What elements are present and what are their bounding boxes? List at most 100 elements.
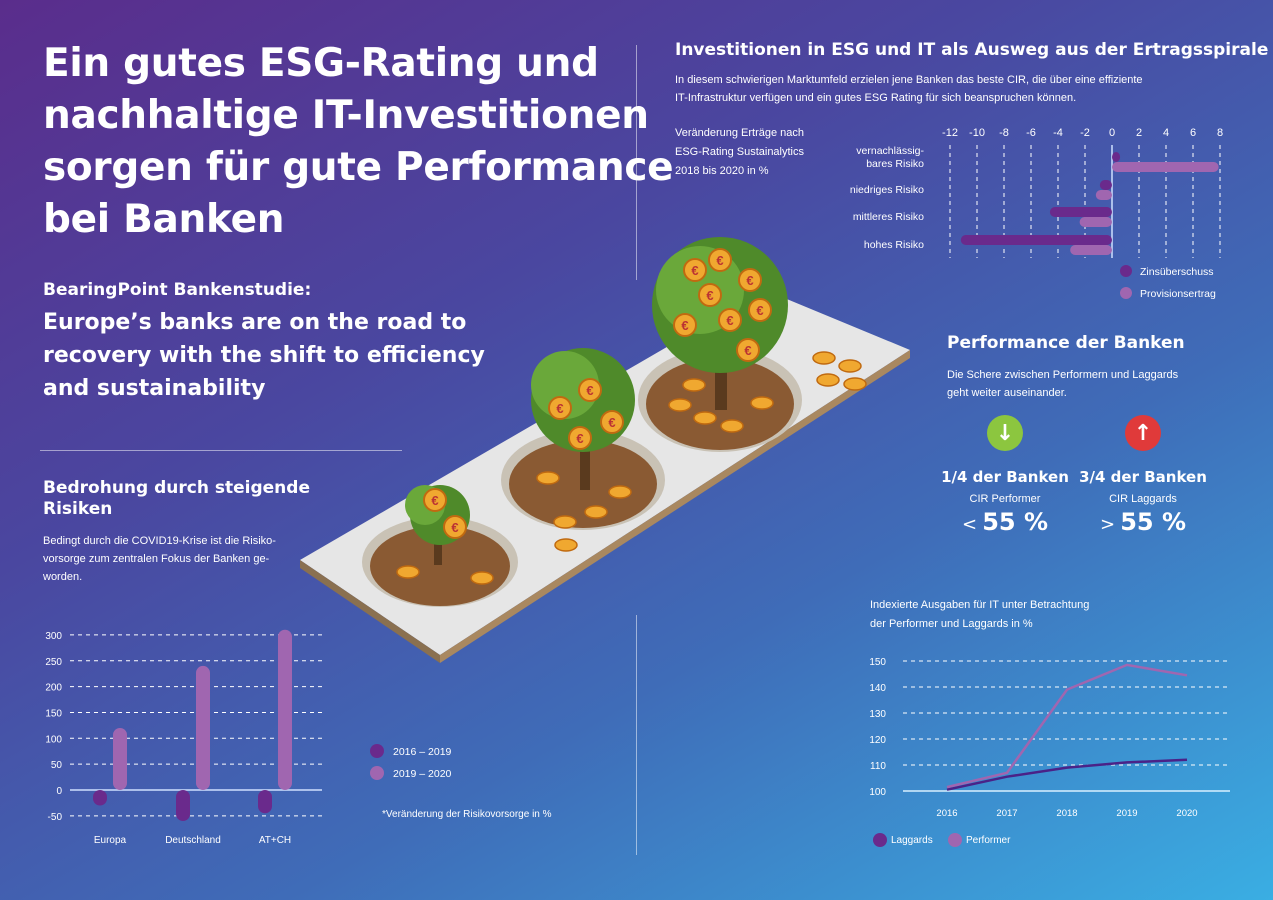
text-line: der Performer und Laggards in %	[870, 618, 1033, 630]
bar-2019 – 2020	[113, 727, 127, 790]
euro-coin	[738, 268, 762, 292]
x-tick-label: 2020	[1176, 808, 1197, 819]
esg-title: Investitionen in ESG und IT als Ausweg a…	[675, 40, 1269, 60]
footnote: *Veränderung der Risikovorsorge in %	[382, 809, 552, 820]
euro-coin	[443, 515, 467, 539]
euro-coin	[718, 308, 742, 332]
esg-chart-caption: Veränderung Erträge nach ESG-Rating Sust…	[675, 124, 804, 181]
category-label: AT+CH	[259, 835, 291, 846]
euro-icon: €	[451, 520, 458, 535]
x-tick-label: -8	[999, 127, 1009, 139]
y-tick-label: 130	[869, 709, 886, 720]
euro-coin	[682, 378, 706, 392]
euro-coin	[843, 377, 867, 391]
text-line: In diesem schwierigen Marktumfeld erziel…	[675, 74, 1143, 86]
x-tick-label: -12	[942, 127, 958, 139]
title-line: bei Banken	[43, 197, 285, 242]
text-line: Veränderung Erträge nach	[675, 127, 805, 139]
euro-icon: €	[726, 313, 733, 328]
euro-coins: €€€€€€€€€€€€€€	[396, 248, 867, 585]
euro-icon: €	[691, 263, 698, 278]
euro-coin	[548, 396, 572, 420]
category-label: Deutschland	[165, 835, 221, 846]
euro-coin	[816, 373, 840, 387]
euro-coin	[553, 515, 577, 529]
bar-zinsueberschuss	[1099, 180, 1112, 190]
page-title: Ein gutes ESG-Rating und nachhaltige IT-…	[43, 38, 674, 246]
x-tick-label: -6	[1026, 127, 1036, 139]
line-performer	[946, 663, 1188, 789]
arrow-down-icon: ↓	[987, 415, 1023, 451]
subtitle: Europe’s banks are on the road to recove…	[43, 306, 485, 405]
text-line: Bedingt durch die COVID19-Krise ist die …	[43, 535, 276, 547]
risk-text: Bedingt durch die COVID19-Krise ist die …	[43, 532, 276, 586]
y-tick-label: 100	[45, 734, 62, 745]
euro-coin	[748, 298, 772, 322]
arrow-up-icon: ↑	[1125, 415, 1161, 451]
cir-value: 55 %	[1120, 508, 1186, 536]
euro-coin	[396, 565, 420, 579]
text-line: Die Schere zwischen Performern und Lagga…	[947, 369, 1179, 381]
y-tick-label: 110	[870, 761, 886, 772]
esg-text: In diesem schwierigen Marktumfeld erziel…	[675, 71, 1143, 107]
y-tick-label: 140	[869, 683, 886, 694]
legend-label: Provisionsertrag	[1140, 288, 1216, 300]
bar-provisionsertrag	[1112, 162, 1219, 172]
legend-label: Zinsüberschuss	[1140, 266, 1214, 278]
text-line: ESG-Rating Sustainalytics	[675, 146, 804, 158]
euro-coin	[568, 426, 592, 450]
euro-coin	[554, 538, 578, 552]
legend-label: Performer	[966, 835, 1011, 846]
line-laggards	[946, 758, 1188, 791]
euro-coin	[838, 359, 862, 373]
share-label: 3/4 der Banken	[1079, 468, 1207, 486]
euro-icon: €	[716, 253, 723, 268]
y-tick-label: 200	[45, 683, 62, 694]
y-tick-label: 100	[869, 787, 886, 798]
x-tick-label: 2019	[1116, 808, 1137, 819]
tree-growth-illustration: €€€€€€€€€€€€€€	[300, 237, 910, 663]
bar-2016 – 2019	[258, 790, 272, 814]
text-line: 2018 bis 2020 in %	[675, 165, 769, 177]
y-tick-label: 300	[45, 631, 62, 642]
euro-coin	[608, 485, 632, 499]
bar-provisionsertrag	[1095, 190, 1112, 200]
legend-label: 2016 – 2019	[393, 746, 452, 758]
share-label: 1/4 der Banken	[941, 468, 1069, 486]
euro-coin	[693, 411, 717, 425]
euro-icon: €	[608, 415, 615, 430]
euro-coin	[812, 351, 836, 365]
comparison-sign: >	[1100, 514, 1116, 535]
x-tick-label: 8	[1217, 127, 1223, 139]
legend-swatch	[873, 833, 887, 847]
category-label: mittleres Risiko	[853, 211, 924, 223]
euro-icon: €	[431, 493, 438, 508]
euro-icon: €	[681, 318, 688, 333]
category-label: Europa	[94, 835, 127, 846]
performer-stat: ↓ 1/4 der Banken CIR Performer < 55 %	[935, 415, 1075, 536]
legend-swatch	[370, 766, 384, 780]
euro-coin	[683, 258, 707, 282]
legend-label: Laggards	[891, 835, 933, 846]
bar-zinsueberschuss	[1112, 152, 1121, 162]
euro-coin	[584, 505, 608, 519]
subtitle-line: recovery with the shift to efficiency	[43, 343, 485, 368]
x-tick-label: 4	[1163, 127, 1169, 139]
subtitle-line: Europe’s banks are on the road to	[43, 310, 467, 335]
bar-zinsueberschuss	[960, 235, 1112, 245]
euro-icon: €	[756, 303, 763, 318]
bar-2016 – 2019	[93, 790, 107, 806]
euro-icon: €	[556, 401, 563, 416]
cir-label: CIR Laggards	[1109, 493, 1177, 505]
euro-coin	[698, 283, 722, 307]
text-line: IT-Infrastruktur verfügen und ein gutes …	[675, 92, 1077, 104]
comparison-sign: <	[962, 514, 978, 535]
euro-icon: €	[586, 383, 593, 398]
title-line: Ein gutes ESG-Rating und	[43, 41, 599, 86]
divider	[636, 45, 637, 280]
cir-value: 55 %	[982, 508, 1048, 536]
euro-coin	[536, 471, 560, 485]
laggard-stat: ↑ 3/4 der Banken CIR Laggards > 55 %	[1073, 415, 1213, 536]
cir-label: CIR Performer	[969, 493, 1041, 505]
title-line: nachhaltige IT-Investitionen	[43, 93, 649, 138]
